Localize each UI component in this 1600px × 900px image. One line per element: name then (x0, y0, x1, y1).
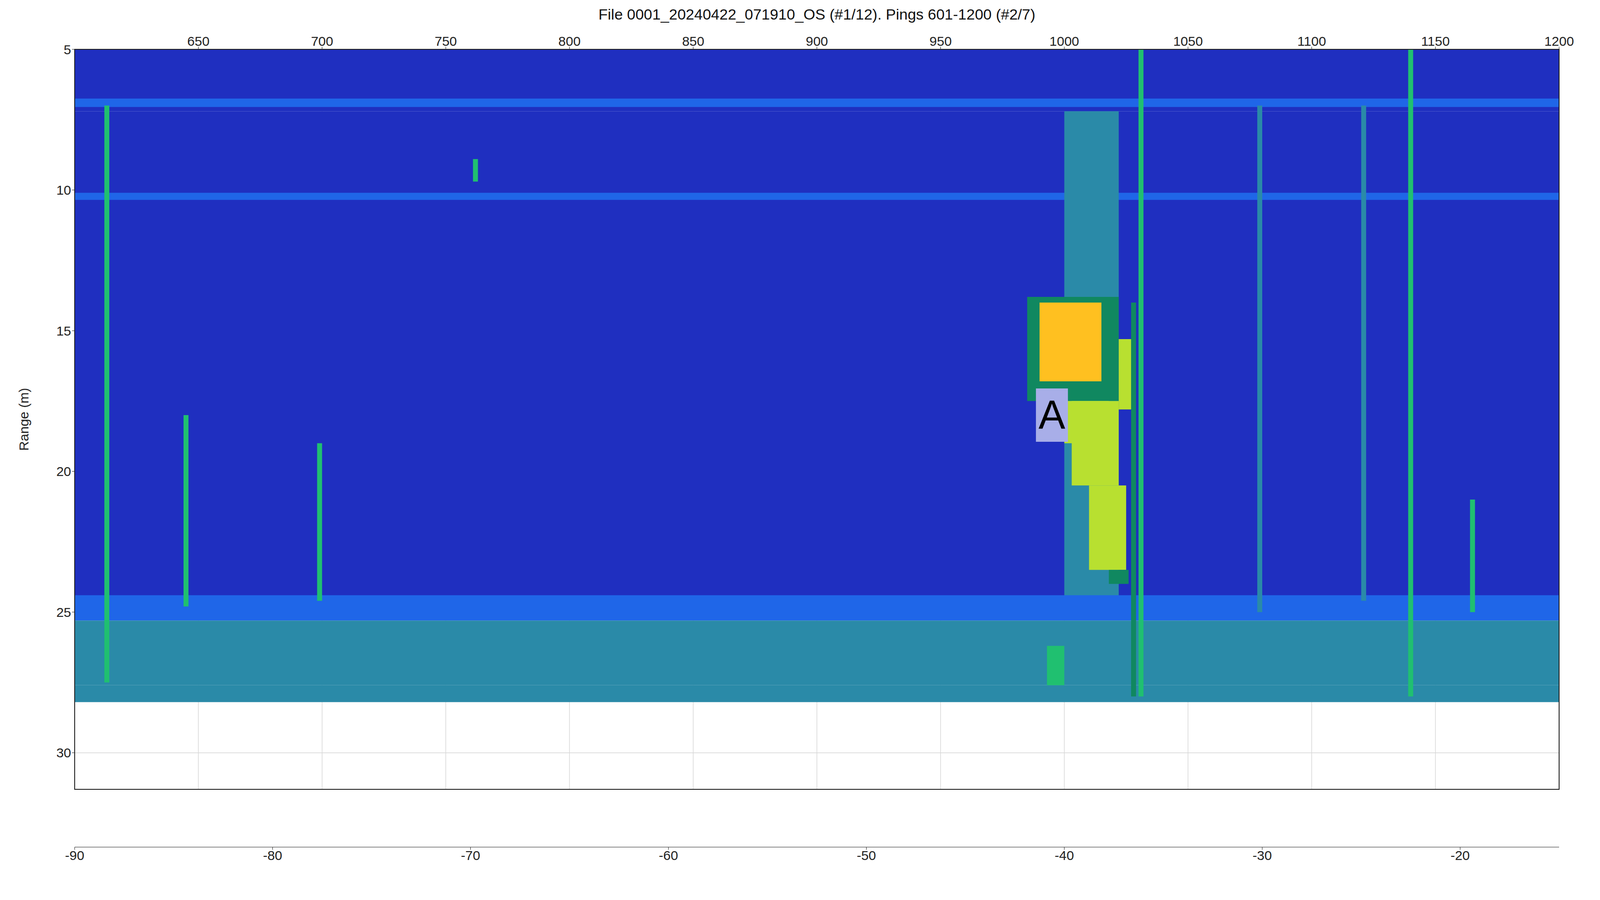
svg-text:700: 700 (311, 33, 334, 49)
svg-text:1100: 1100 (1297, 33, 1327, 49)
svg-text:650: 650 (187, 33, 210, 49)
svg-text:-50: -50 (856, 848, 876, 863)
svg-text:1000: 1000 (1049, 33, 1080, 49)
svg-text:A: A (1038, 392, 1066, 437)
svg-text:15: 15 (56, 323, 72, 339)
svg-text:-60: -60 (658, 848, 678, 863)
svg-text:5: 5 (63, 42, 72, 57)
svg-text:25: 25 (56, 604, 72, 620)
svg-text:-80: -80 (263, 848, 283, 863)
svg-text:1200: 1200 (1544, 33, 1575, 49)
svg-text:-40: -40 (1054, 848, 1074, 863)
svg-text:-70: -70 (460, 848, 480, 863)
svg-text:20: 20 (56, 464, 72, 479)
svg-text:800: 800 (558, 33, 581, 49)
svg-text:750: 750 (434, 33, 457, 49)
svg-text:850: 850 (682, 33, 705, 49)
svg-text:10: 10 (56, 182, 72, 198)
svg-text:950: 950 (929, 33, 952, 49)
svg-text:-20: -20 (1450, 848, 1470, 863)
svg-text:-90: -90 (64, 848, 84, 863)
svg-text:900: 900 (805, 33, 828, 49)
svg-text:30: 30 (56, 745, 72, 760)
svg-text:1150: 1150 (1420, 33, 1450, 49)
svg-text:1050: 1050 (1173, 33, 1204, 49)
svg-text:-30: -30 (1252, 848, 1272, 863)
html-text:File 0001_20240422_071910_OS (: File 0001_20240422_071910_OS (#1/12). Pi… (598, 5, 1036, 23)
svg-text:Range (m): Range (m) (16, 388, 32, 452)
